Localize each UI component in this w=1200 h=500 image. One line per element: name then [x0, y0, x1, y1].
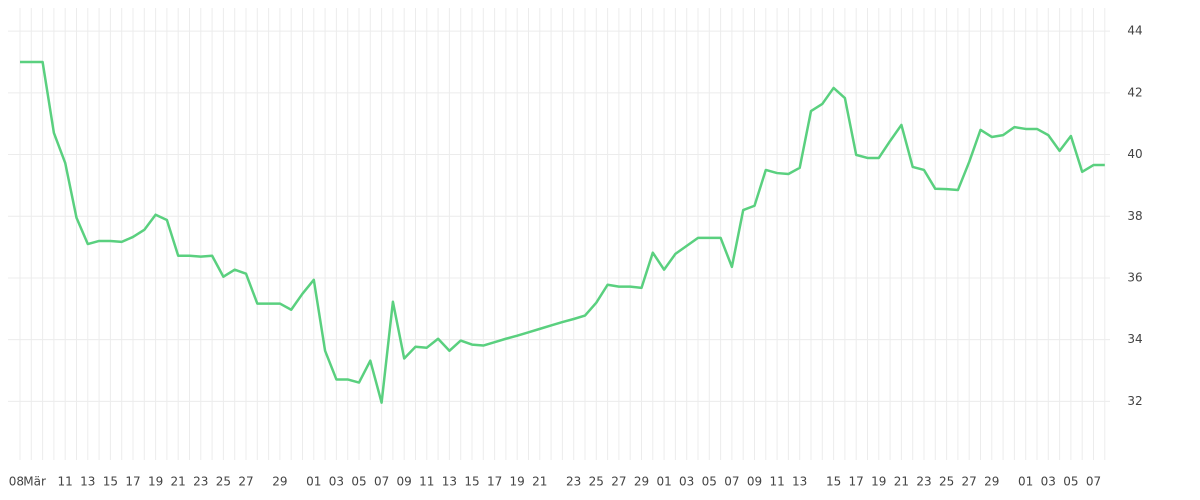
x-tick-label: 03: [329, 475, 344, 489]
x-tick-label: 17: [125, 475, 140, 489]
x-tick-label: 01: [1018, 475, 1033, 489]
x-tick-label: 17: [849, 475, 864, 489]
x-tick-label: 03: [1041, 475, 1056, 489]
x-tick-label: 25: [939, 475, 954, 489]
y-tick-label: 44: [1127, 24, 1142, 38]
x-tick-label: 09: [747, 475, 762, 489]
x-tick-label: 07: [374, 475, 389, 489]
y-tick-label: 40: [1127, 147, 1142, 161]
x-tick-label: 08: [9, 475, 24, 489]
x-tick-label: 03: [679, 475, 694, 489]
x-tick-label: 19: [148, 475, 163, 489]
x-tick-label: 01: [306, 475, 321, 489]
x-tick-label: 09: [397, 475, 412, 489]
x-tick-label: 23: [193, 475, 208, 489]
x-tick-label: 25: [589, 475, 604, 489]
x-tick-label: 11: [769, 475, 784, 489]
x-tick-label: 27: [962, 475, 977, 489]
x-tick-label: 29: [634, 475, 649, 489]
x-tick-label: 23: [566, 475, 581, 489]
x-tick-label: 11: [58, 475, 73, 489]
x-tick-label: 15: [464, 475, 479, 489]
x-tick-label: 05: [351, 475, 366, 489]
line: [20, 60, 1105, 404]
x-tick-label: 13: [442, 475, 457, 489]
x-tick-label: 17: [487, 475, 502, 489]
x-tick-label: 27: [611, 475, 626, 489]
x-tick-label: 21: [171, 475, 186, 489]
y-tick-label: 36: [1127, 270, 1142, 284]
x-tick-label: 29: [272, 475, 287, 489]
x-tick-label: 19: [871, 475, 886, 489]
x-tick-label: 23: [916, 475, 931, 489]
x-tick-label: 27: [238, 475, 253, 489]
x-tick-label: 07: [724, 475, 739, 489]
x-tick-label: 15: [826, 475, 841, 489]
y-tick-label: 32: [1127, 394, 1142, 408]
x-tick-label: 21: [532, 475, 547, 489]
x-tick-label: 05: [1063, 475, 1078, 489]
x-tick-label: 13: [80, 475, 95, 489]
x-tick-label: 25: [216, 475, 231, 489]
x-tick-label: 21: [894, 475, 909, 489]
y-tick-label: 42: [1127, 85, 1142, 99]
x-tick-label: 01: [656, 475, 671, 489]
x-tick-label: 11: [419, 475, 434, 489]
x-tick-label: 29: [984, 475, 999, 489]
y-tick-label: 34: [1127, 332, 1142, 346]
x-tick-label: 07: [1086, 475, 1101, 489]
x-tick-label: 15: [103, 475, 118, 489]
y-tick-label: 38: [1127, 209, 1142, 223]
x-tick-label: 05: [702, 475, 717, 489]
x-tick-label: 19: [510, 475, 525, 489]
x-tick-label: 13: [792, 475, 807, 489]
x-tick-label: Mär: [23, 475, 46, 489]
